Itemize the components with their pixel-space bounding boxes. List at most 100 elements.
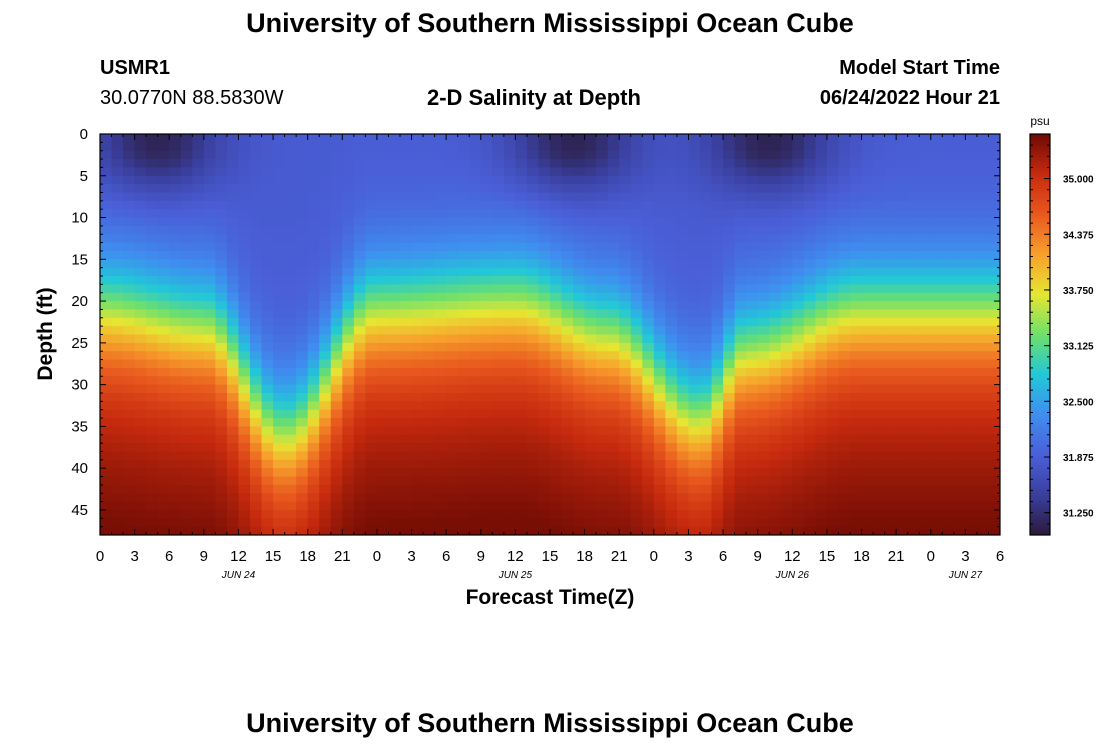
heatmap-cell: [757, 209, 770, 219]
heatmap-cell: [423, 234, 436, 244]
heatmap-cell: [169, 159, 182, 169]
heatmap-cell: [169, 317, 182, 327]
heatmap-cell: [238, 326, 251, 336]
heatmap-cell: [826, 242, 840, 252]
heatmap-cell: [192, 301, 205, 311]
heatmap-cell: [515, 334, 528, 344]
heatmap-cell: [296, 292, 309, 302]
heatmap-cell: [550, 175, 563, 185]
heatmap-cell: [734, 309, 747, 319]
heatmap-cell: [942, 317, 955, 327]
heatmap-cell: [157, 451, 170, 461]
heatmap-cell: [411, 209, 424, 219]
heatmap-cell: [561, 392, 574, 402]
heatmap-cell: [746, 326, 759, 336]
heatmap-cell: [157, 317, 170, 327]
heatmap-cell: [780, 518, 793, 528]
heatmap-cell: [503, 359, 516, 369]
heatmap-cell: [284, 509, 297, 519]
heatmap-cell: [723, 309, 736, 319]
heatmap-cell: [607, 200, 620, 210]
heatmap-cell: [100, 509, 113, 519]
heatmap-cell: [584, 259, 597, 269]
heatmap-cell: [330, 359, 343, 369]
heatmap-cell: [515, 284, 528, 294]
heatmap-cell: [376, 392, 390, 402]
heatmap-cell: [250, 217, 263, 227]
colorbar-tick-label: 35.000: [1063, 175, 1094, 186]
heatmap-cell: [953, 167, 966, 177]
heatmap-cell: [746, 367, 759, 377]
heatmap-cell: [942, 443, 955, 453]
heatmap-cell: [561, 142, 574, 152]
heatmap-cell: [457, 225, 470, 235]
heatmap-cell: [953, 334, 966, 344]
heatmap-cell: [515, 501, 528, 511]
heatmap-cell: [319, 242, 332, 252]
heatmap-cell: [665, 484, 678, 494]
heatmap-cell: [942, 267, 955, 277]
heatmap-cell: [203, 484, 216, 494]
heatmap-cell: [123, 309, 136, 319]
heatmap-cell: [157, 259, 170, 269]
heatmap-cell: [157, 359, 170, 369]
heatmap-cell: [665, 376, 678, 386]
heatmap-cell: [157, 292, 170, 302]
heatmap-cell: [596, 484, 609, 494]
heatmap-cell: [526, 451, 540, 461]
heatmap-cell: [838, 334, 851, 344]
heatmap-cell: [723, 443, 736, 453]
heatmap-cell: [411, 234, 424, 244]
heatmap-cell: [723, 351, 736, 361]
heatmap-cell: [711, 150, 724, 160]
heatmap-cell: [342, 225, 355, 235]
heatmap-cell: [203, 476, 216, 486]
heatmap-cell: [688, 376, 701, 386]
heatmap-cell: [492, 267, 505, 277]
heatmap-cell: [376, 326, 390, 336]
heatmap-cell: [284, 351, 297, 361]
heatmap-cell: [261, 484, 274, 494]
heatmap-cell: [930, 317, 943, 327]
heatmap-cell: [538, 317, 551, 327]
heatmap-cell: [838, 459, 851, 469]
heatmap-cell: [111, 351, 124, 361]
heatmap-cell: [711, 493, 724, 503]
heatmap-cell: [723, 150, 736, 160]
heatmap-cell: [884, 134, 897, 143]
heatmap-cell: [480, 250, 493, 260]
heatmap-cell: [953, 192, 966, 202]
heatmap-cell: [953, 142, 966, 152]
heatmap-cell: [607, 418, 620, 427]
heatmap-cell: [573, 259, 586, 269]
heatmap-cell: [503, 476, 516, 486]
heatmap-cell: [930, 401, 943, 411]
heatmap-cell: [884, 459, 897, 469]
x-tick-label: 6: [719, 548, 727, 565]
heatmap-cell: [111, 150, 124, 160]
heatmap-cell: [330, 526, 343, 535]
heatmap-cell: [226, 317, 240, 327]
heatmap-cell: [550, 284, 563, 294]
heatmap-cell: [792, 493, 805, 503]
heatmap-cell: [873, 476, 886, 486]
heatmap-cell: [826, 342, 840, 352]
heatmap-cell: [180, 234, 193, 244]
heatmap-cell: [734, 250, 747, 260]
heatmap-cell: [480, 518, 493, 528]
heatmap-cell: [538, 259, 551, 269]
x-tick-label: 9: [200, 548, 208, 565]
heatmap-cell: [769, 351, 782, 361]
heatmap-cell: [919, 184, 932, 194]
heatmap-cell: [123, 217, 136, 227]
heatmap-cell: [388, 342, 401, 352]
heatmap-cell: [861, 225, 874, 235]
heatmap-cell: [965, 200, 978, 210]
heatmap-cell: [157, 175, 170, 185]
heatmap-cell: [653, 342, 666, 352]
heatmap-cell: [515, 301, 528, 311]
heatmap-cell: [492, 301, 505, 311]
heatmap-cell: [780, 209, 793, 219]
heatmap-cell: [653, 234, 666, 244]
heatmap-cell: [919, 351, 932, 361]
